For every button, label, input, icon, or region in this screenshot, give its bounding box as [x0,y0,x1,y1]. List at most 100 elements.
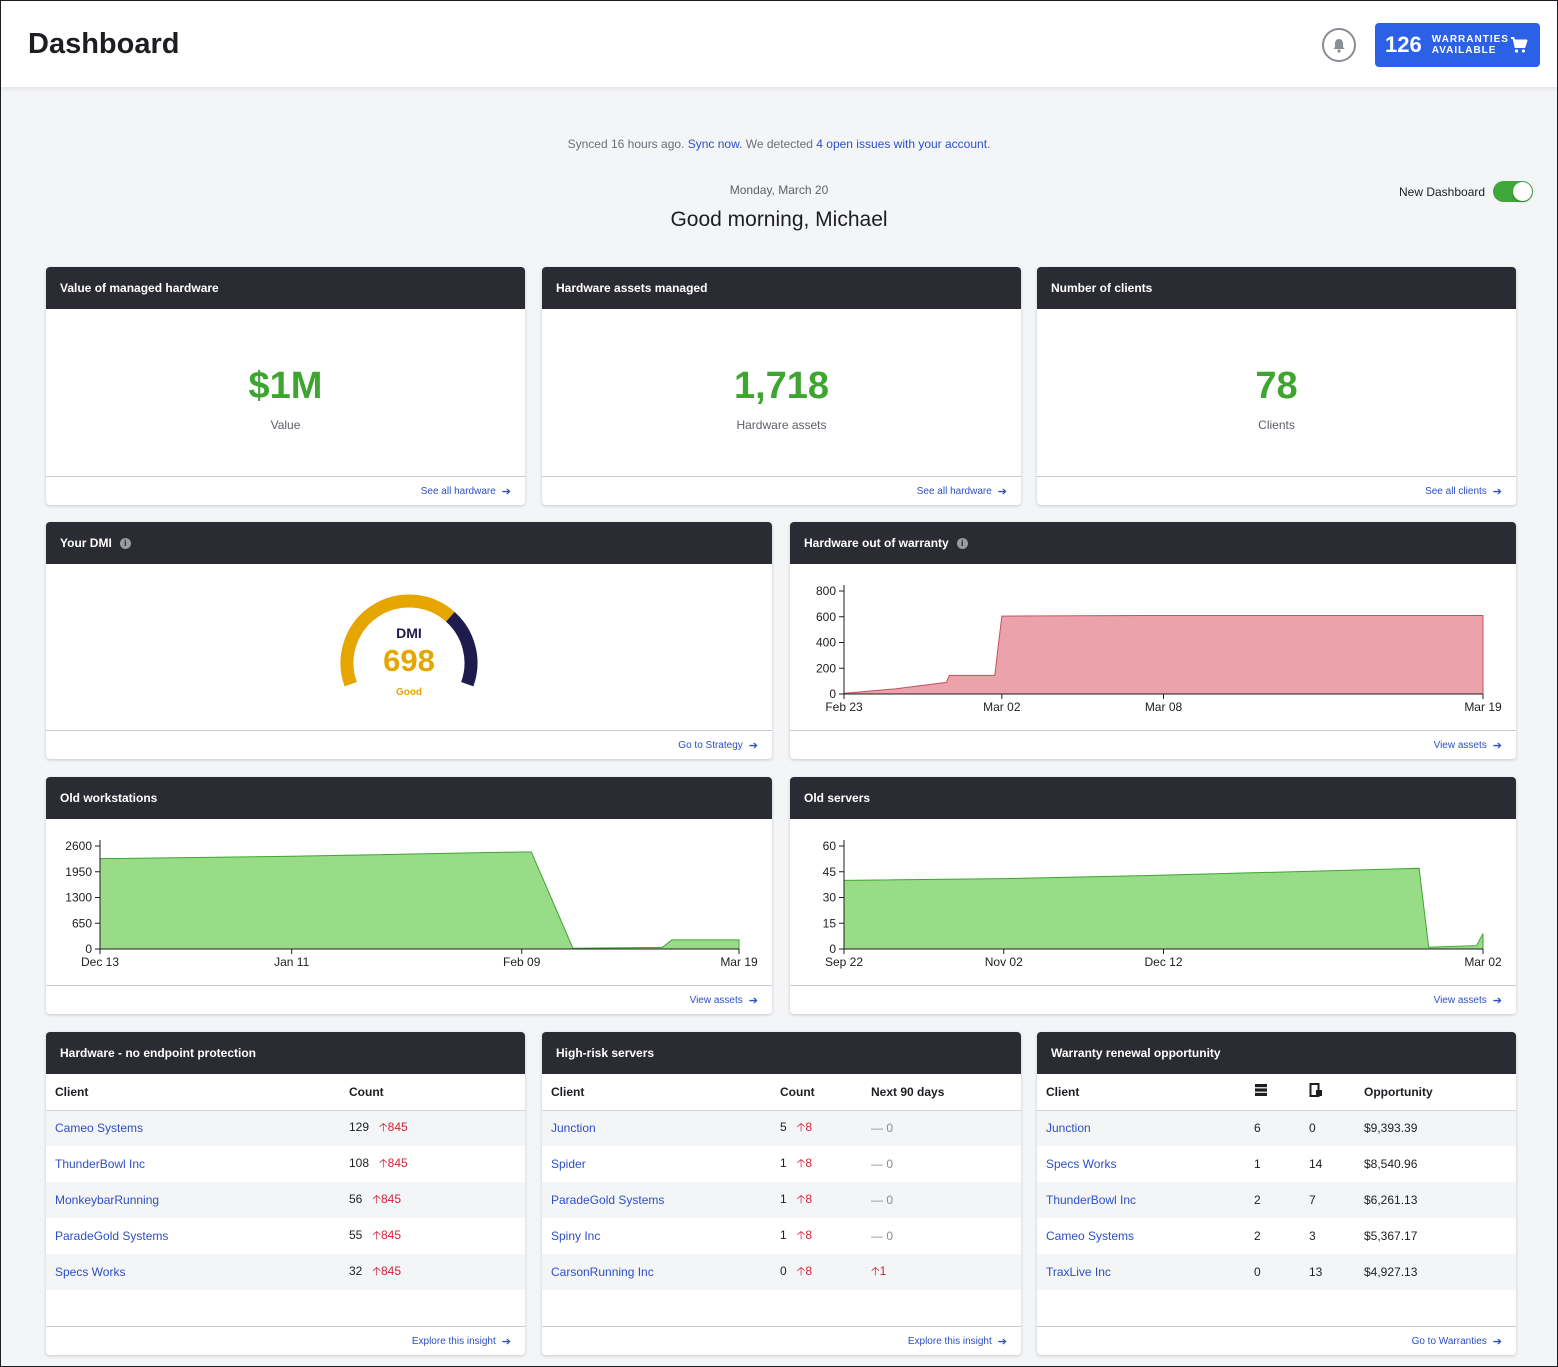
info-icon[interactable]: i [119,537,131,549]
table-row: ThunderBowl Inc 2 7 $6,261.13 [1037,1182,1516,1218]
old-servers-chart: 0 15 30 45 60 Sep 22 Nov 02 Dec 12 Mar 02 [823,839,1502,969]
servers-count: 6 [1254,1121,1261,1136]
notifications-button[interactable] [1322,28,1356,62]
link-label: Explore this insight [907,1335,992,1347]
client-link[interactable]: ThunderBowl Inc [55,1157,146,1171]
servers-count: 2 [1254,1229,1261,1243]
axes: 0 650 1300 1950 2600 Dec 13 Jan 11 Feb 09 Mar 19 [65,839,758,969]
axes: 0 200 400 600 800 Feb 23 Mar 02 Mar 08 Mar 19 [816,584,1502,714]
next-90-days-value: 1 [879,1263,887,1278]
col-client: Client [542,1074,780,1111]
y-tick-label: 2600 [65,839,92,853]
dmi-gauge: DMI 698 Good [340,594,478,698]
new-dashboard-toggle[interactable] [1493,181,1534,202]
arrow-up-icon: 🡡 [379,1155,388,1170]
view-assets-link[interactable]: View assets ➔ [790,730,1516,759]
opportunity-value: $6,261.13 [1364,1193,1418,1207]
x-tick-label: Mar 02 [1464,955,1502,969]
count-value: 108 [349,1155,370,1170]
client-link[interactable]: Cameo Systems [1046,1229,1135,1243]
client-link[interactable]: Specs Works [55,1265,126,1279]
x-tick-label: Dec 13 [81,955,119,969]
link-label: Explore this insight [411,1335,496,1347]
client-link[interactable]: ThunderBowl Inc [1046,1193,1137,1207]
see-all-hardware-link[interactable]: See all hardware ➔ [46,476,525,505]
metric-label: Clients [1258,418,1295,432]
client-link[interactable]: Specs Works [1046,1157,1117,1171]
greeting: Good morning, Michael [670,208,888,231]
workstation-icon [1309,1083,1322,1098]
dash-icon: — [871,1121,883,1136]
bell-icon [1333,38,1345,53]
series-area [843,867,1484,950]
next-90-days-value: 0 [886,1121,894,1136]
arrow-up-icon: 🡡 [796,1155,806,1170]
opportunity-value: $9,393.39 [1364,1121,1418,1136]
client-link[interactable]: Cameo Systems [55,1121,144,1136]
count-value: 1 [780,1155,787,1170]
dmi-value: 698 [383,643,435,678]
explore-insight-link[interactable]: Explore this insight ➔ [542,1326,1021,1355]
delta-value: 8 [805,1119,813,1134]
arrow-right-icon: ➔ [997,485,1007,498]
client-link[interactable]: ParadeGold Systems [55,1229,169,1243]
client-link[interactable]: Junction [551,1121,596,1136]
view-assets-link[interactable]: View assets ➔ [790,985,1516,1014]
col-count: Count [780,1074,871,1111]
see-all-hardware-link-2[interactable]: See all hardware ➔ [542,476,1021,505]
arrow-up-icon: 🡡 [796,1191,806,1206]
metric-label: Value [270,418,301,432]
table-row: Junction 6 0 $9,393.39 [1037,1110,1516,1146]
old-workstations-chart: 0 650 1300 1950 2600 Dec 13 Jan 11 Feb 09 Mar 19 [65,839,758,969]
info-icon[interactable]: i [956,537,968,549]
y-tick-label: 60 [823,839,837,853]
view-assets-link[interactable]: View assets ➔ [46,985,772,1014]
x-tick-label: Mar 08 [1145,700,1183,714]
arrow-up-icon: 🡡 [379,1119,388,1134]
servers-count: 1 [1254,1157,1261,1171]
col-opportunity: Opportunity [1364,1074,1516,1111]
warranties-available-button[interactable]: 126 WARRANTIES AVAILABLE [1375,23,1540,67]
dmi-label: DMI [396,625,422,641]
y-tick-label: 0 [85,942,92,956]
table-row: Cameo Systems 129 🡡845 [46,1110,525,1146]
delta-value: 845 [381,1227,402,1242]
table-row: Spider 1 🡡8 — 0 [542,1146,1021,1182]
go-to-warranties-link[interactable]: Go to Warranties ➔ [1037,1326,1516,1355]
dmi-rating: Good [396,687,422,698]
explore-insight-link[interactable]: Explore this insight ➔ [46,1326,525,1355]
table-row: Junction 5 🡡8 — 0 [542,1110,1021,1146]
current-date: Monday, March 20 [729,183,829,197]
axes: 0 15 30 45 60 Sep 22 Nov 02 Dec 12 Mar 02 [823,839,1502,969]
client-link[interactable]: Junction [1046,1121,1091,1136]
card-header: Your DMI i [46,522,772,564]
x-tick-label: Dec 12 [1144,955,1182,969]
client-link[interactable]: Spiny Inc [551,1229,601,1243]
client-link[interactable]: CarsonRunning Inc [551,1265,654,1279]
card-title: Hardware out of warranty [804,536,949,550]
x-tick-label: Mar 02 [983,700,1021,714]
client-link[interactable]: ParadeGold Systems [551,1193,665,1207]
warranties-count: 126 [1385,32,1422,57]
dmi-card: Your DMI i DMI 698 Good Go to Strategy ➔ [46,522,772,759]
see-all-clients-link[interactable]: See all clients ➔ [1037,476,1516,505]
dmi-gauge-arc-good [340,594,455,687]
sync-now-link[interactable]: Sync now. [687,137,743,151]
client-link[interactable]: MonkeybarRunning [55,1193,160,1207]
y-tick-label: 15 [823,916,837,930]
workstations-count: 0 [1309,1121,1316,1136]
table-row: Specs Works 32 🡡845 [46,1254,525,1290]
sync-prefix: Synced 16 hours ago. [567,137,685,151]
delta-value: 8 [805,1263,813,1278]
client-link[interactable]: Spider [551,1157,586,1171]
metric-value: 1,718 [733,365,830,407]
client-link[interactable]: TraxLive Inc [1046,1265,1111,1279]
col-workstations [1309,1074,1364,1111]
y-tick-label: 1300 [65,891,92,905]
open-issues-link[interactable]: 4 open issues with your account [816,137,988,151]
opportunity-value: $8,540.96 [1364,1157,1418,1171]
go-to-strategy-link[interactable]: Go to Strategy ➔ [46,730,772,759]
table-row: Spiny Inc 1 🡡8 — 0 [542,1218,1021,1254]
arrow-up-icon: 🡡 [796,1119,806,1134]
x-tick-label: Mar 19 [1464,700,1502,714]
